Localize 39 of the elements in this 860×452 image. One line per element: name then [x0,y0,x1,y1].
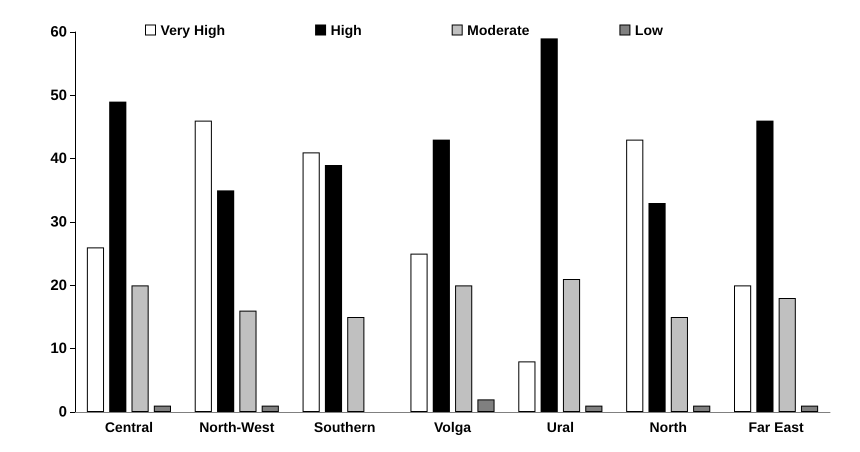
legend-label: High [330,22,362,38]
y-tick-label: 30 [50,214,67,230]
x-tick-label: Ural [546,419,574,435]
bar [432,140,450,412]
bar [518,361,536,412]
bar [562,279,580,412]
bar [626,140,644,412]
bar [347,317,364,412]
bar [734,285,752,412]
bar [194,120,212,412]
bar [217,190,234,412]
bar [455,285,472,412]
bar [324,165,342,412]
y-tick-label: 60 [50,24,67,40]
x-tick-label: North [650,419,687,435]
y-tick-label: 0 [58,404,67,420]
bar [778,298,796,412]
x-tick-label: North-West [199,419,275,435]
bar [540,38,558,412]
bar [239,310,257,412]
x-tick-label: Volga [434,419,472,435]
y-tick-label: 50 [50,86,67,104]
bar [86,247,104,412]
legend-label: Very High [160,22,226,38]
x-tick-label: Central [104,419,154,435]
y-tick-label: 40 [50,150,67,168]
legend-label: Moderate [467,22,530,38]
y-tick-label: 20 [50,276,67,294]
bar [109,102,126,412]
x-tick-label: Far East [748,419,804,435]
bar [302,152,320,412]
x-tick-label: Southern [314,419,376,435]
bar [132,285,149,412]
bar [648,203,666,412]
bar [410,254,428,412]
bar [670,317,688,412]
legend-label: Low [634,22,664,38]
bar [756,120,774,412]
y-tick-label: 10 [50,340,67,358]
